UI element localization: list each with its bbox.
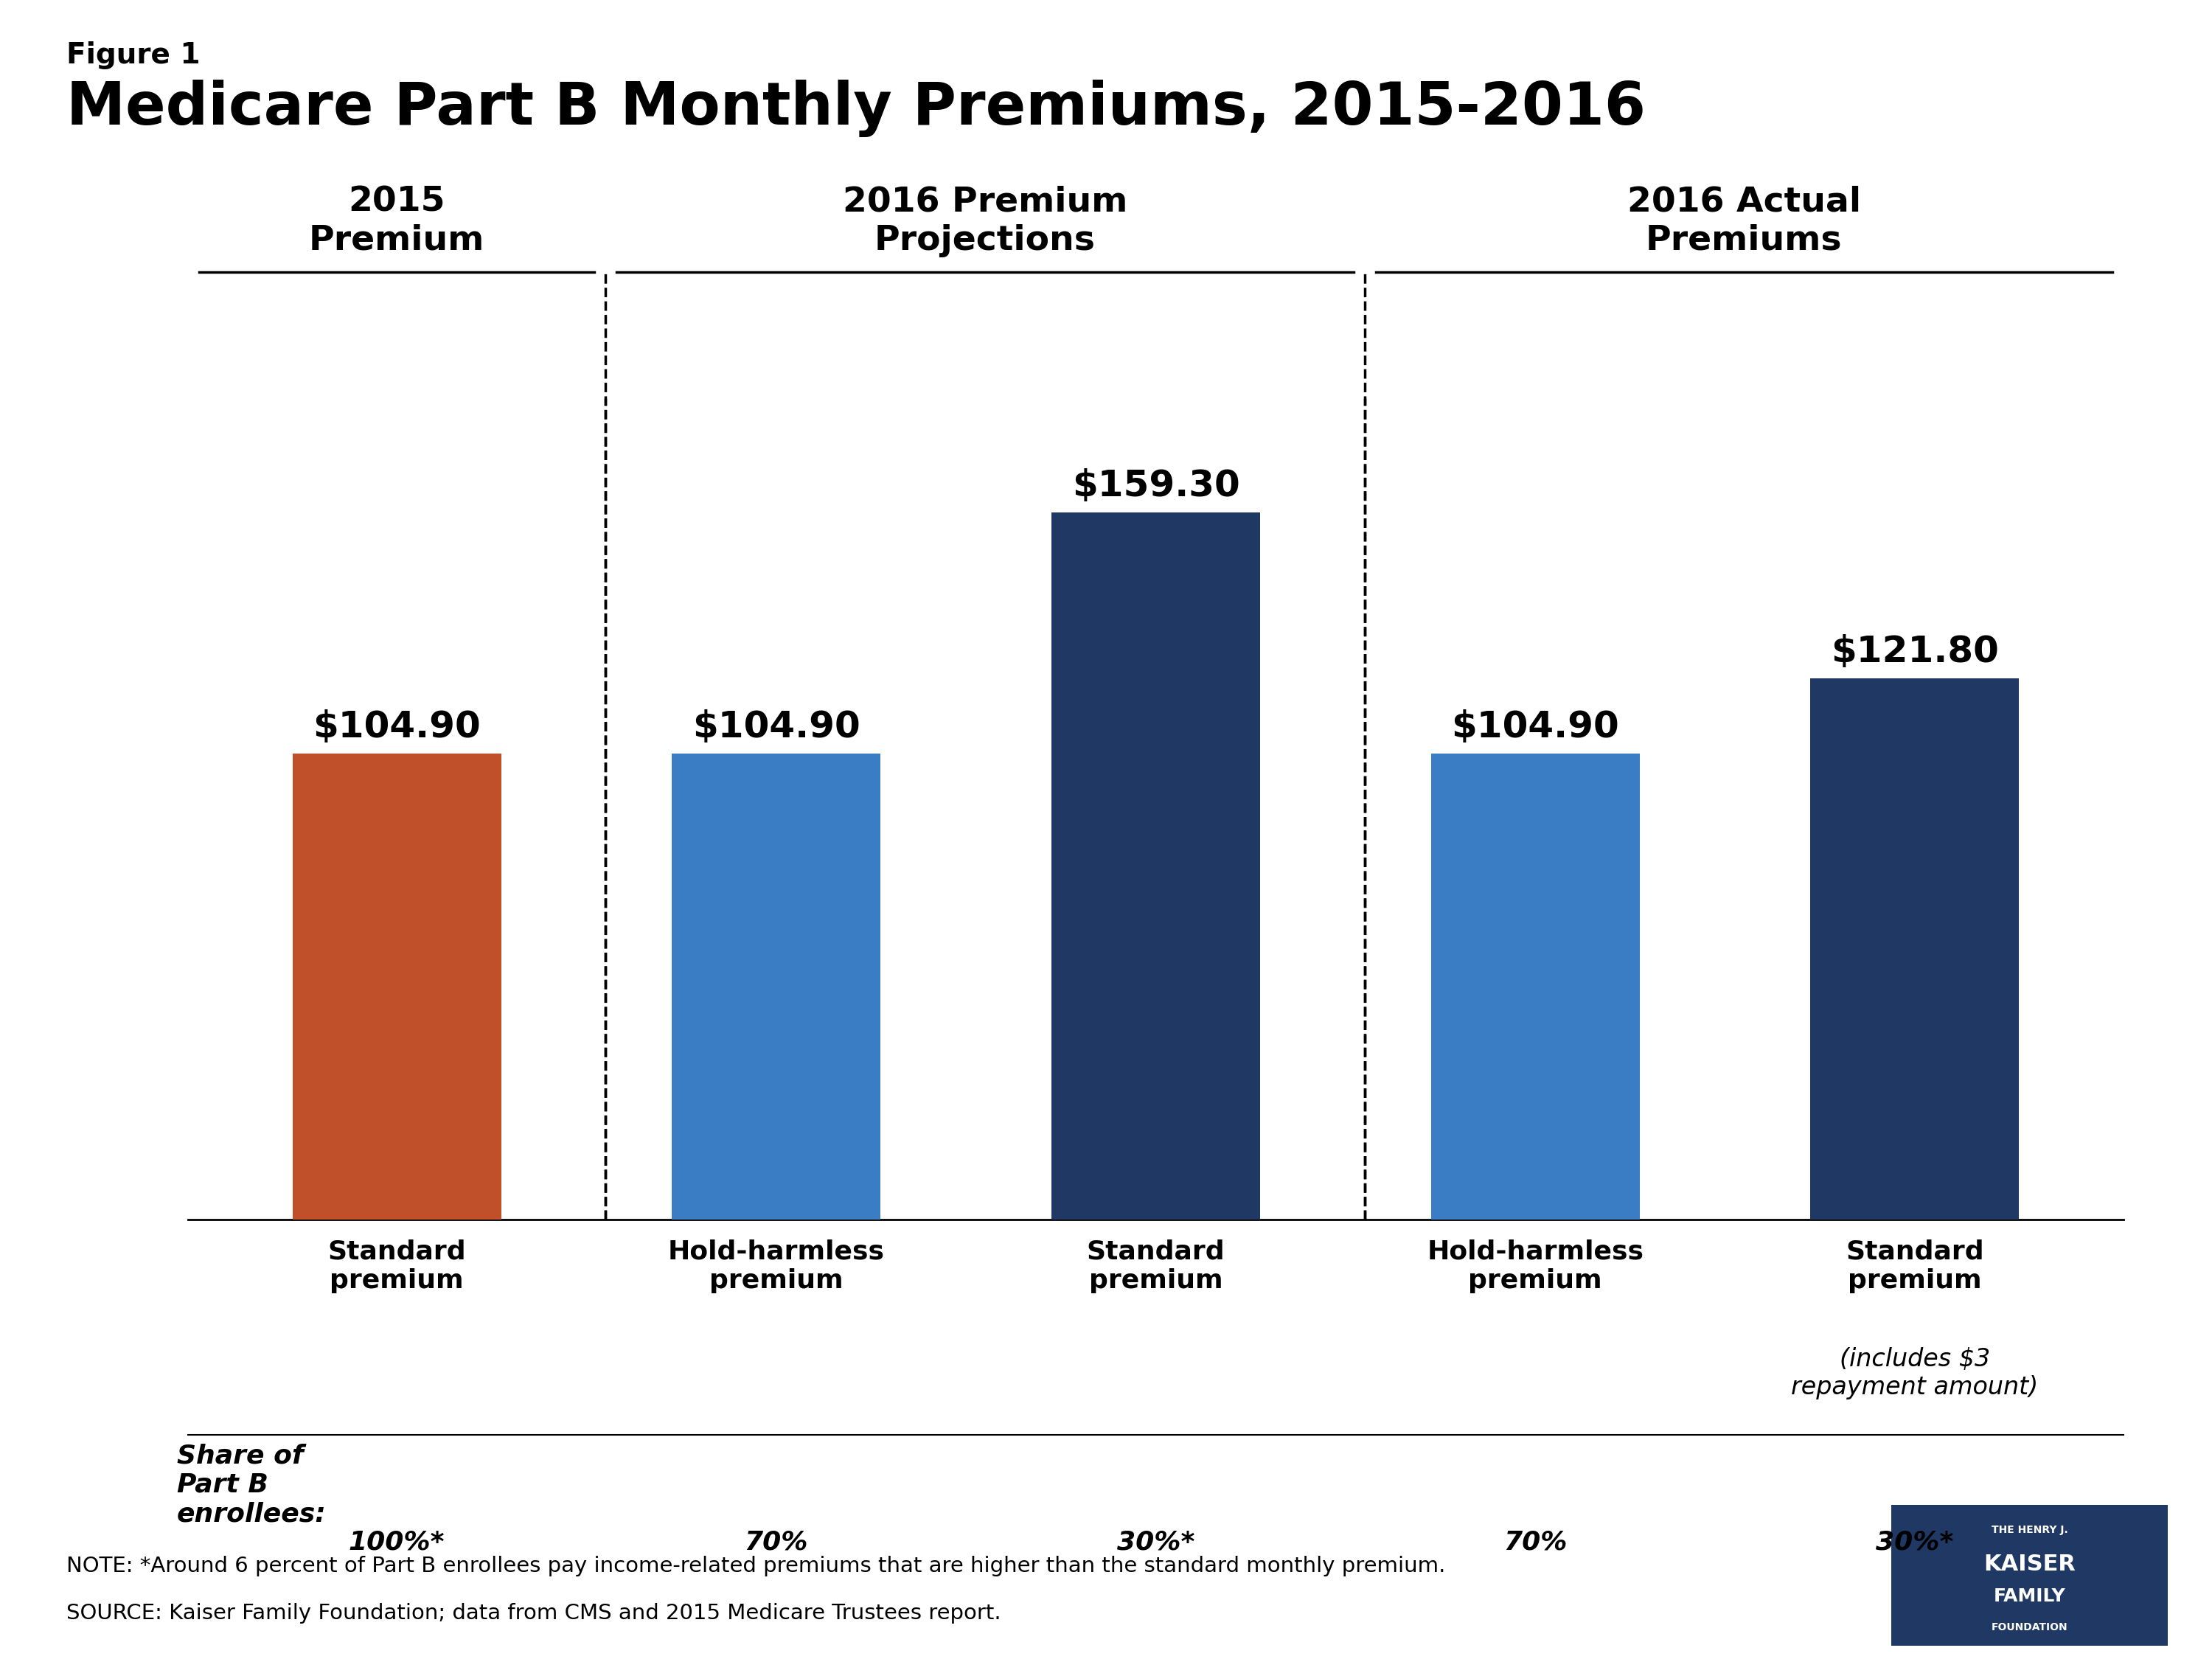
Text: NOTE: *Around 6 percent of Part B enrollees pay income-related premiums that are: NOTE: *Around 6 percent of Part B enroll… <box>66 1556 1444 1576</box>
Text: 30%*: 30%* <box>1117 1530 1194 1554</box>
Text: 70%: 70% <box>745 1530 807 1554</box>
Text: SOURCE: Kaiser Family Foundation; data from CMS and 2015 Medicare Trustees repor: SOURCE: Kaiser Family Foundation; data f… <box>66 1603 1002 1623</box>
Bar <box>292 753 502 1219</box>
Bar <box>672 753 880 1219</box>
Text: Hold-harmless
premium: Hold-harmless premium <box>668 1239 885 1294</box>
Text: 70%: 70% <box>1504 1530 1566 1554</box>
Text: Hold-harmless
premium: Hold-harmless premium <box>1427 1239 1644 1294</box>
Text: 30%*: 30%* <box>1876 1530 1953 1554</box>
Text: KAISER: KAISER <box>1984 1553 2075 1574</box>
Text: Standard
premium: Standard premium <box>327 1239 467 1294</box>
Text: Figure 1: Figure 1 <box>66 41 199 70</box>
Text: Share of
Part B
enrollees:: Share of Part B enrollees: <box>177 1443 327 1526</box>
Text: 100%*: 100%* <box>349 1530 445 1554</box>
Text: Standard
premium: Standard premium <box>1086 1239 1225 1294</box>
Text: $104.90: $104.90 <box>692 710 860 745</box>
Text: $159.30: $159.30 <box>1073 468 1239 503</box>
Bar <box>1431 753 1639 1219</box>
Bar <box>1051 513 1261 1219</box>
Text: 2015
Premium: 2015 Premium <box>310 186 484 257</box>
Text: $104.90: $104.90 <box>1451 710 1619 745</box>
Text: 2016 Premium
Projections: 2016 Premium Projections <box>843 186 1128 257</box>
Text: $121.80: $121.80 <box>1832 634 2000 670</box>
Text: FOUNDATION: FOUNDATION <box>1991 1623 2068 1632</box>
Text: FAMILY: FAMILY <box>1993 1588 2066 1606</box>
Text: Medicare Part B Monthly Premiums, 2015-2016: Medicare Part B Monthly Premiums, 2015-2… <box>66 80 1646 138</box>
Text: (includes $3
repayment amount): (includes $3 repayment amount) <box>1792 1347 2039 1400</box>
Text: $104.90: $104.90 <box>312 710 480 745</box>
Text: Standard
premium: Standard premium <box>1845 1239 1984 1294</box>
Text: THE HENRY J.: THE HENRY J. <box>1991 1525 2068 1535</box>
Text: 2016 Actual
Premiums: 2016 Actual Premiums <box>1628 186 1860 257</box>
Bar <box>1809 679 2020 1219</box>
